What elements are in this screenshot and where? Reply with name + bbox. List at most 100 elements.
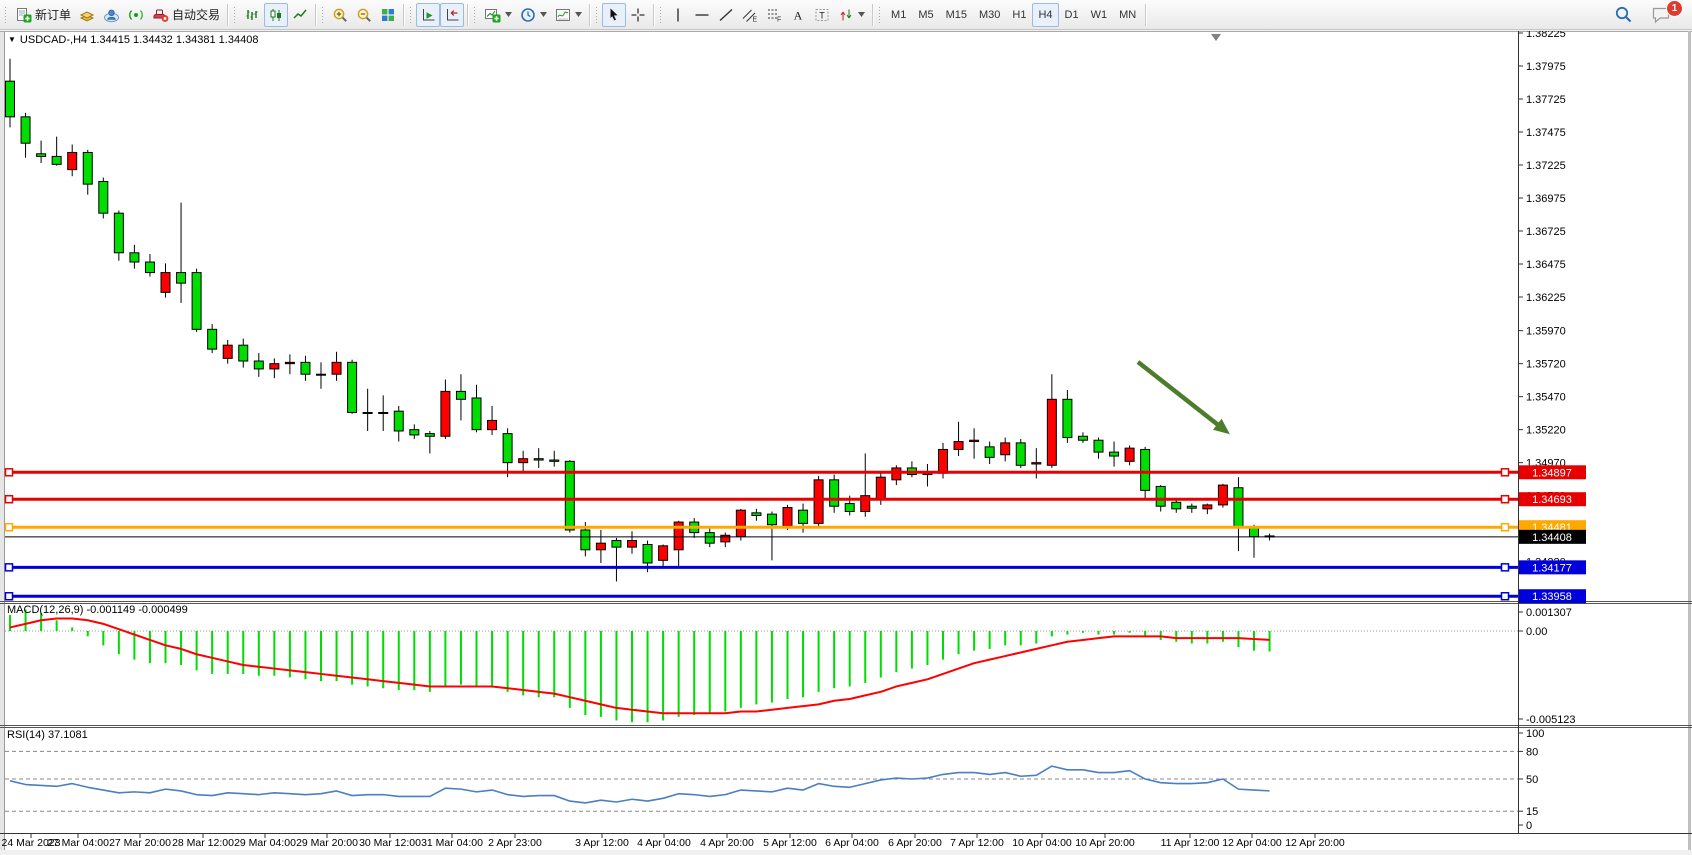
indicators-template-button[interactable] xyxy=(551,3,586,27)
signal-dish-icon xyxy=(128,7,144,23)
zoom-in-button[interactable] xyxy=(328,3,352,27)
text-button[interactable]: A xyxy=(786,3,810,27)
toolbar-grip[interactable] xyxy=(3,4,8,25)
toolbar-grip[interactable] xyxy=(594,4,600,25)
svg-text:0.00: 0.00 xyxy=(1526,626,1547,638)
chevron-down-icon[interactable] xyxy=(858,12,866,17)
find-broker-button[interactable] xyxy=(99,3,124,27)
tf-m5-label: M5 xyxy=(918,8,934,21)
new-order-label: 新订单 xyxy=(35,8,72,22)
main-toolbar: 新订单 自动交易 E F A T M1 M5 M15 M30 H1 H4 D1 W1 MN 1 xyxy=(0,0,1692,30)
toolbar-grip[interactable] xyxy=(658,4,664,25)
svg-text:1.34177: 1.34177 xyxy=(1532,562,1572,574)
periods-button[interactable] xyxy=(516,3,551,27)
notifications-button[interactable]: 1 xyxy=(1647,0,1682,27)
textT-icon: T xyxy=(814,7,830,23)
svg-text:27 Mar 20:00: 27 Mar 20:00 xyxy=(109,837,171,849)
tile-windows-button[interactable] xyxy=(376,3,400,27)
svg-text:1.34693: 1.34693 xyxy=(1532,494,1572,506)
svg-text:27 Mar 04:00: 27 Mar 04:00 xyxy=(47,837,109,849)
tf-m15-label: M15 xyxy=(945,8,967,21)
svg-text:1.34408: 1.34408 xyxy=(1532,532,1572,544)
svg-text:15: 15 xyxy=(1526,806,1538,818)
arrow-objects-button[interactable] xyxy=(834,3,869,27)
price-level-line[interactable]: 1.33958 xyxy=(4,589,1586,604)
chart-shift-button[interactable] xyxy=(440,2,465,27)
toolbar-right: 1 xyxy=(1610,0,1682,27)
vline-icon xyxy=(670,7,686,23)
down-arrow-annotation[interactable] xyxy=(1136,360,1230,435)
tf-d1-button[interactable]: D1 xyxy=(1059,3,1085,27)
equidistant-channel-button[interactable]: E xyxy=(738,3,762,27)
tline-icon xyxy=(718,7,734,23)
fibo-icon: F xyxy=(766,7,782,23)
candlestick-chart-button[interactable] xyxy=(264,2,289,27)
svg-text:A: A xyxy=(794,8,803,22)
arrows-icon xyxy=(838,7,854,23)
svg-text:1.36475: 1.36475 xyxy=(1526,259,1566,271)
text-label-button[interactable]: T xyxy=(810,3,834,27)
auto-trading-button[interactable]: 自动交易 xyxy=(148,3,224,27)
tf-h4-button[interactable]: H4 xyxy=(1032,2,1059,27)
price-level-line[interactable]: 1.34177 xyxy=(4,560,1586,575)
toolbar-grip[interactable] xyxy=(408,4,414,25)
crosshair-button[interactable] xyxy=(626,3,650,27)
svg-text:1.33958: 1.33958 xyxy=(1532,591,1572,603)
tf-m15-button[interactable]: M15 xyxy=(940,3,973,27)
fibonacci-button[interactable]: F xyxy=(762,3,786,27)
toolbar-grip[interactable] xyxy=(472,4,478,25)
current-price-line: 1.34408 xyxy=(5,529,1586,544)
bar-chart-button[interactable] xyxy=(240,3,264,27)
auto-scroll-button[interactable] xyxy=(416,2,441,27)
tf-mn-label: MN xyxy=(1119,8,1137,21)
horizontal-line-button[interactable] xyxy=(690,3,714,27)
price-level-line[interactable]: 1.34897 xyxy=(4,465,1586,480)
svg-text:1.36225: 1.36225 xyxy=(1526,292,1566,304)
svg-text:1.37975: 1.37975 xyxy=(1526,61,1566,73)
vertical-line-button[interactable] xyxy=(666,3,690,27)
svg-text:50: 50 xyxy=(1526,774,1538,786)
tf-w1-label: W1 xyxy=(1090,8,1108,21)
chevron-down-icon[interactable] xyxy=(575,12,583,17)
toolbar-grip[interactable] xyxy=(232,4,238,25)
tf-h1-button[interactable]: H1 xyxy=(1006,3,1032,27)
toolbar-separator xyxy=(403,3,405,26)
tf-m5-button[interactable]: M5 xyxy=(912,3,939,27)
signals-button[interactable] xyxy=(124,3,148,27)
tf-m30-button[interactable]: M30 xyxy=(973,3,1006,27)
svg-text:4 Apr 20:00: 4 Apr 20:00 xyxy=(700,837,754,849)
cursor-button[interactable] xyxy=(602,2,627,27)
svg-text:29 Mar 20:00: 29 Mar 20:00 xyxy=(296,837,358,849)
collapse-icon[interactable]: ▼ xyxy=(8,35,16,44)
svg-text:4 Apr 04:00: 4 Apr 04:00 xyxy=(637,837,691,849)
search-button[interactable] xyxy=(1610,3,1637,27)
chevron-down-icon[interactable] xyxy=(540,12,548,17)
chart-canvas[interactable]: 1.38225 1.37975 1.37725 1.37475 1.37225 1.369… xyxy=(0,31,1692,855)
price-level-line[interactable]: 1.34693 xyxy=(4,492,1586,507)
tf-m1-button[interactable]: M1 xyxy=(885,3,912,27)
zoom-out-button[interactable] xyxy=(352,3,376,27)
line-chart-button[interactable] xyxy=(288,3,312,27)
chart-window[interactable]: 1.38225 1.37975 1.37725 1.37475 1.37225 1.369… xyxy=(0,31,1692,855)
new-chart-button[interactable] xyxy=(480,3,516,27)
new-order-button[interactable]: 新订单 xyxy=(11,3,75,27)
svg-text:0: 0 xyxy=(1526,820,1532,832)
svg-text:31 Mar 04:00: 31 Mar 04:00 xyxy=(421,837,483,849)
market-watch-button[interactable] xyxy=(75,3,99,27)
tf-mn-button[interactable]: MN xyxy=(1113,3,1142,27)
hline-icon xyxy=(694,7,710,23)
chart-shift-icon xyxy=(444,7,460,23)
svg-text:11 Apr 12:00: 11 Apr 12:00 xyxy=(1161,837,1220,849)
trendline-button[interactable] xyxy=(714,3,738,27)
chevron-down-icon[interactable] xyxy=(505,12,513,17)
svg-text:29 Mar 04:00: 29 Mar 04:00 xyxy=(234,837,296,849)
cloud-user-icon xyxy=(103,7,120,23)
toolbar-grip[interactable] xyxy=(320,4,326,25)
chart-shift-marker[interactable] xyxy=(1211,34,1221,41)
svg-text:1.35470: 1.35470 xyxy=(1526,392,1566,404)
tf-w1-button[interactable]: W1 xyxy=(1085,3,1114,27)
toolbar-grip[interactable] xyxy=(877,4,883,25)
svg-text:5 Apr 12:00: 5 Apr 12:00 xyxy=(763,837,817,849)
svg-text:28 Mar 12:00: 28 Mar 12:00 xyxy=(172,837,234,849)
